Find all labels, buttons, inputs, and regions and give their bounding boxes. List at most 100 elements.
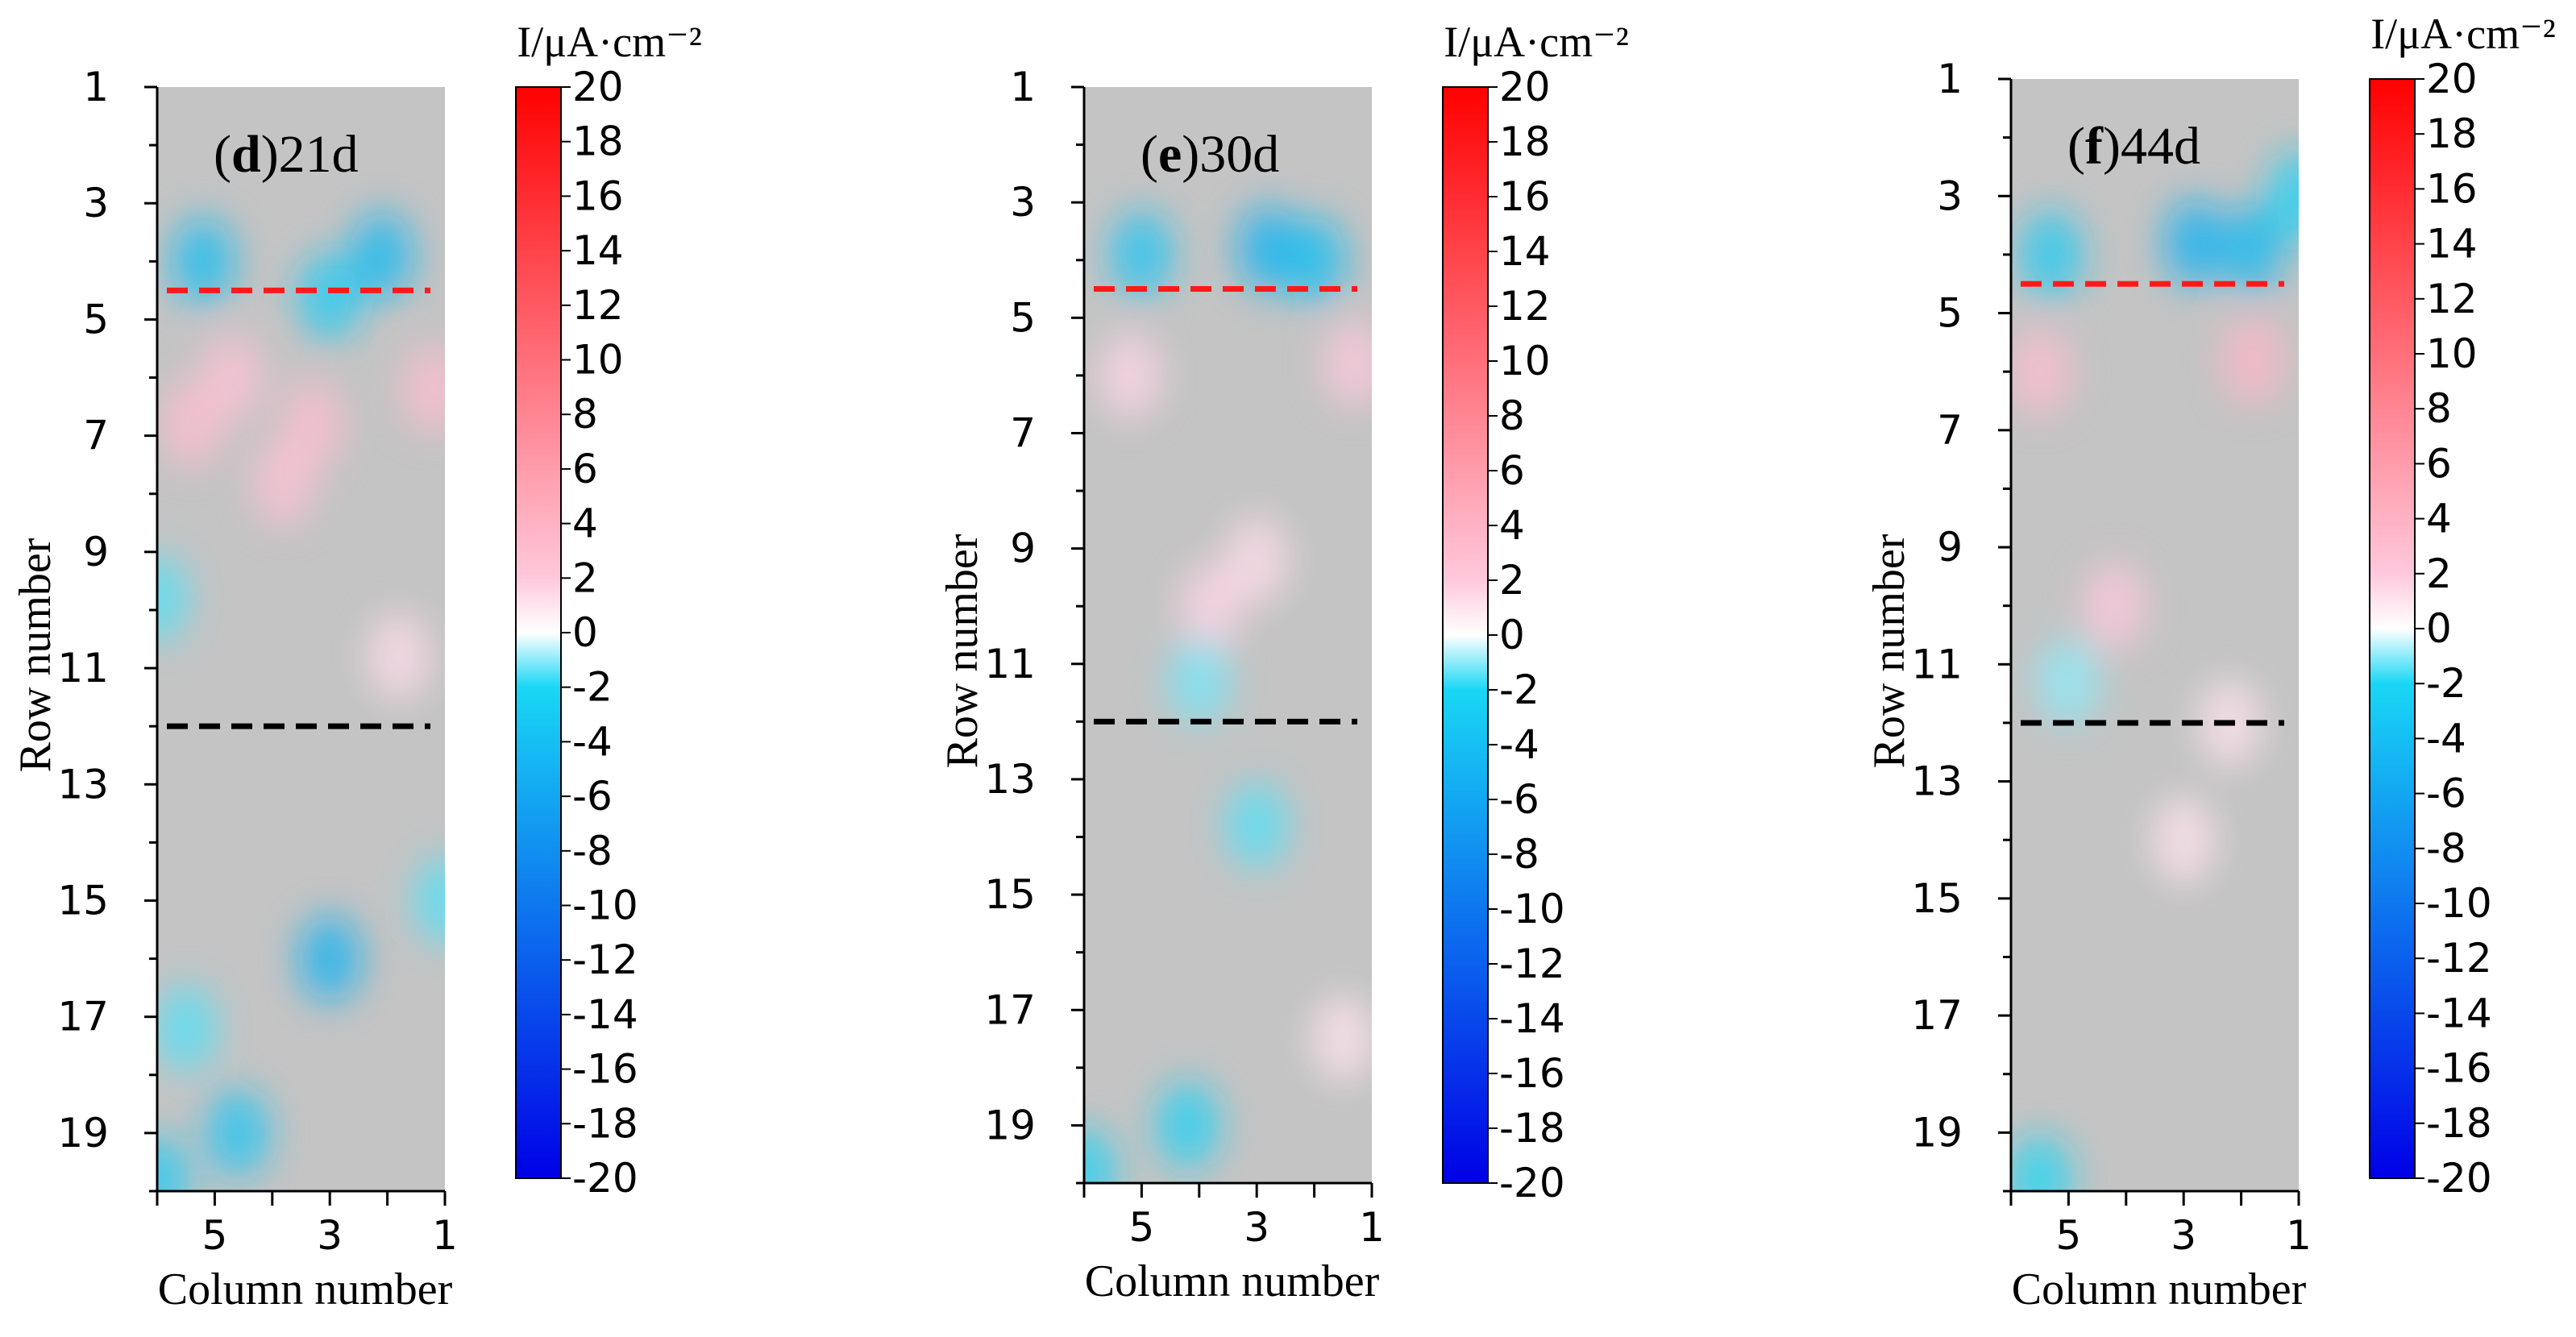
colorbar-tick-label: 6 xyxy=(1499,447,1525,494)
colorbar-tick-label: -10 xyxy=(572,882,638,929)
heatmap-blob xyxy=(1110,210,1174,298)
colorbar-tick-label: -18 xyxy=(2426,1100,2492,1147)
heatmap-blob xyxy=(401,345,445,434)
heatmap-blob xyxy=(1224,517,1289,604)
colorbar-tick-label: 0 xyxy=(2426,605,2452,652)
heatmap-blob xyxy=(2083,562,2146,650)
heatmap-blob xyxy=(157,1136,189,1191)
y-tick-label: 1 xyxy=(1937,56,1963,102)
colorbar xyxy=(515,86,562,1179)
y-tick-label: 15 xyxy=(984,871,1036,918)
heatmap-blob xyxy=(2221,205,2285,293)
panel-label: (d)21d xyxy=(214,125,359,184)
colorbar-tick-label: 10 xyxy=(2426,330,2478,377)
colorbar-tick-label: -6 xyxy=(572,773,613,820)
colorbar-tick-label: 18 xyxy=(572,118,624,165)
heatmap-blob xyxy=(251,438,316,526)
y-tick-label: 7 xyxy=(83,413,109,459)
y-tick-label: 19 xyxy=(57,1110,109,1156)
colorbar-tick-label: 8 xyxy=(1499,392,1525,439)
heatmap-blob xyxy=(1084,1128,1116,1183)
y-tick-label: 5 xyxy=(1937,290,1963,337)
colorbar-tick-label: -2 xyxy=(572,664,613,711)
colorbar-tick-label: -14 xyxy=(1499,995,1565,1042)
colorbar-tick-label: 14 xyxy=(2426,221,2478,268)
y-tick-label: 13 xyxy=(984,756,1036,803)
panel-label: (e)30d xyxy=(1141,125,1279,184)
x-tick-label: 1 xyxy=(432,1212,458,1259)
heatmap-blob xyxy=(1156,1082,1219,1169)
y-tick-label: 11 xyxy=(57,645,109,691)
colorbar-tick-label: -14 xyxy=(572,991,638,1038)
y-tick-label: 9 xyxy=(83,529,109,575)
y-tick-label: 11 xyxy=(984,641,1036,687)
heatmap-blob xyxy=(2151,795,2216,884)
colorbar-tick-label: -2 xyxy=(1499,666,1539,713)
heatmap-blob xyxy=(297,252,362,340)
colorbar-tick-label: -6 xyxy=(1499,776,1539,823)
heatmap-field xyxy=(157,212,445,1191)
colorbar-tick-label: 12 xyxy=(1499,283,1551,330)
colorbar-tick-label: 10 xyxy=(1499,338,1551,384)
y-tick-label: 9 xyxy=(1937,524,1963,571)
colorbar-tick-label: 4 xyxy=(572,500,598,547)
colorbar-tick-label: 20 xyxy=(572,64,624,110)
x-tick-label: 1 xyxy=(1359,1204,1385,1251)
y-tick-label: 17 xyxy=(57,994,109,1040)
y-tick-label: 17 xyxy=(1911,992,1963,1039)
colorbar-tick-label: 18 xyxy=(1499,118,1551,165)
colorbar-tick-label: -20 xyxy=(1499,1160,1565,1206)
colorbar-tick-label: 4 xyxy=(2426,496,2452,542)
colorbar-tick-label: -4 xyxy=(2426,715,2466,762)
heatmap-blob xyxy=(206,1089,270,1177)
heatmap-blob xyxy=(2221,316,2285,405)
colorbar-tick-label: -12 xyxy=(1499,940,1565,987)
y-tick-label: 5 xyxy=(1010,294,1036,341)
y-tick-label: 5 xyxy=(83,296,109,343)
colorbar-tick-label: 16 xyxy=(1499,173,1551,220)
y-tick-label: 17 xyxy=(984,986,1036,1033)
heatmap-blob xyxy=(2011,1136,2071,1191)
colorbar-tick-label: -4 xyxy=(572,718,613,765)
y-tick-label: 15 xyxy=(57,877,109,924)
colorbar-tick-label: 10 xyxy=(572,337,624,384)
y-tick-label: 7 xyxy=(1010,409,1036,456)
heatmap-blob xyxy=(350,212,413,300)
colorbar-tick-label: -12 xyxy=(2426,935,2492,982)
colorbar-tick-label: 4 xyxy=(1499,502,1525,549)
x-axis-title: Column number xyxy=(158,1264,453,1314)
colorbar-tick-label: 6 xyxy=(572,446,598,492)
x-tick-label: 3 xyxy=(1244,1204,1269,1251)
y-tick-label: 9 xyxy=(1010,525,1036,572)
colorbar-tick-label: 2 xyxy=(2426,550,2452,597)
colorbar-tick-label: 20 xyxy=(2426,56,2478,102)
y-axis-title: Row number xyxy=(10,538,60,772)
colorbar-tick-label: -6 xyxy=(2426,770,2466,817)
colorbar-tick-label: 16 xyxy=(572,172,624,219)
colorbar-tick-label: -2 xyxy=(2426,660,2466,707)
x-axis-title: Column number xyxy=(1085,1256,1380,1306)
y-tick-label: 19 xyxy=(984,1102,1036,1148)
y-tick-label: 7 xyxy=(1937,407,1963,454)
colorbar-tick-label: -20 xyxy=(572,1155,638,1202)
heatmap-blob xyxy=(367,612,431,700)
y-tick-label: 13 xyxy=(1911,758,1963,805)
x-tick-label: 5 xyxy=(1128,1204,1154,1251)
colorbar-tick-label: -10 xyxy=(1499,886,1565,932)
x-axis-title: Column number xyxy=(2012,1264,2307,1314)
colorbar-tick-label: 14 xyxy=(1499,228,1551,275)
colorbar-tick-label: 0 xyxy=(572,609,598,656)
y-tick-label: 3 xyxy=(1937,172,1963,219)
heatmap-blob xyxy=(1167,637,1232,725)
colorbar-tick-label: -8 xyxy=(2426,825,2466,872)
colorbar-tick-label: 18 xyxy=(2426,110,2478,157)
heatmap-blob xyxy=(1282,217,1346,304)
heatmap-blob xyxy=(1224,782,1289,869)
heatmap-blob xyxy=(2011,327,2071,416)
heatmap-blob xyxy=(2266,152,2299,240)
colorbar-tick-label: -16 xyxy=(572,1046,638,1093)
colorbar xyxy=(1442,86,1489,1184)
